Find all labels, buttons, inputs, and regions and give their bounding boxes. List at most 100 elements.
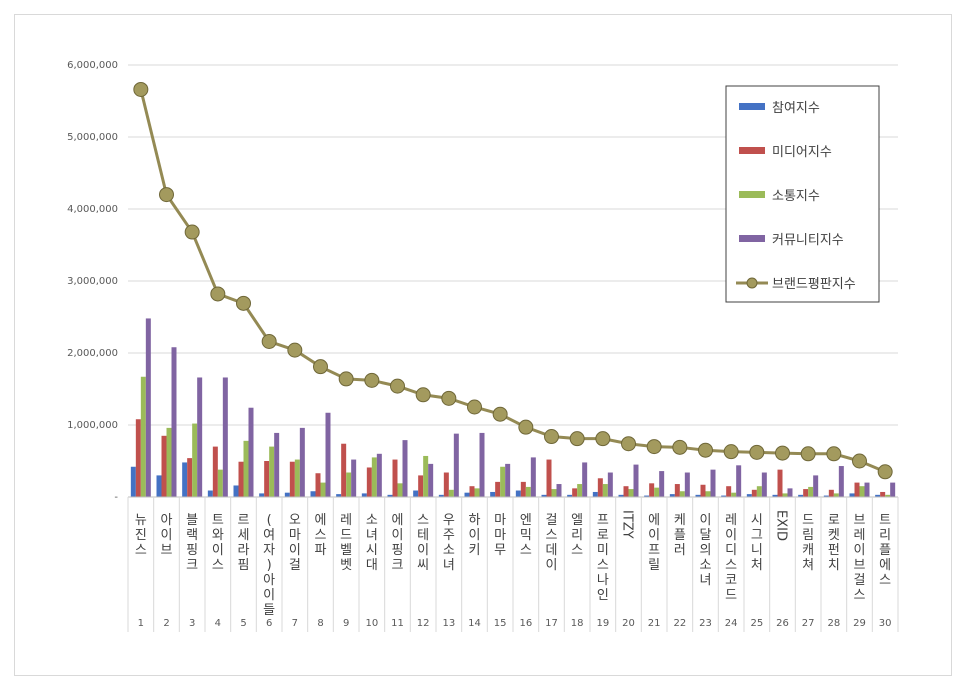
bar-커뮤니티지수 (428, 463, 434, 497)
bar-커뮤니티지수 (274, 432, 280, 497)
reputation-point (492, 406, 508, 422)
bar-미디어지수 (238, 461, 244, 497)
reputation-point (518, 419, 534, 435)
rank-label: 19 (596, 618, 609, 629)
rank-label: 17 (545, 618, 558, 629)
reputation-point (595, 431, 611, 447)
bar-미디어지수 (828, 489, 834, 497)
reputation-point (210, 286, 226, 302)
bar-미디어지수 (315, 473, 321, 497)
bar-커뮤니티지수 (299, 427, 305, 497)
rank-label: 21 (648, 618, 661, 629)
rank-label: 2 (163, 618, 169, 629)
bar-참여지수 (721, 495, 727, 497)
bar-소통지수 (551, 489, 557, 497)
bar-커뮤니티지수 (376, 453, 382, 497)
bar-참여지수 (182, 462, 188, 497)
legend-swatch (739, 103, 765, 110)
rank-label: 30 (879, 618, 892, 629)
bar-커뮤니티지수 (479, 432, 485, 497)
y-tick-label: 4,000,000 (67, 204, 118, 215)
bar-소통지수 (833, 493, 839, 497)
bar-미디어지수 (443, 472, 449, 497)
category-label: (여 자) 아 이 들 (263, 513, 275, 618)
bar-커뮤니티지수 (248, 407, 254, 497)
reputation-point (698, 442, 713, 458)
rank-label: 26 (776, 618, 789, 629)
bar-미디어지수 (674, 484, 680, 497)
bar-커뮤니티지수 (684, 472, 690, 497)
rank-label: 22 (673, 618, 686, 629)
bar-커뮤니티지수 (197, 377, 203, 497)
bar-소통지수 (525, 486, 531, 497)
bar-소통지수 (731, 492, 737, 497)
x-axis: 뉴 진 스 1 아 이 브 2 블 랙 핑 크 3 트 와 이 스 4 르 세 라 핌 5 (여 자) 아 이 들6 오 마 이 걸 7 에 스 파 8… (127, 496, 899, 632)
bar-미디어지수 (135, 419, 141, 497)
bar-미디어지수 (803, 489, 809, 497)
rank-label: 24 (725, 618, 738, 629)
rank-label: 16 (519, 618, 532, 629)
bar-커뮤니티지수 (890, 482, 896, 497)
bar-소통지수 (346, 472, 352, 497)
reputation-point (749, 444, 765, 460)
bar-소통지수 (628, 489, 634, 497)
reputation-point (569, 431, 585, 447)
reputation-point (723, 444, 739, 460)
legend-label: 소통지수 (772, 189, 820, 204)
bar-참여지수 (259, 493, 265, 497)
bar-미디어지수 (469, 486, 475, 497)
bar-미디어지수 (212, 446, 218, 497)
bar-소통지수 (320, 482, 326, 497)
bar-커뮤니티지수 (736, 465, 742, 497)
reputation-point (184, 224, 200, 240)
bar-참여지수 (310, 491, 316, 497)
y-tick-label: 3,000,000 (67, 276, 118, 287)
bar-참여지수 (669, 494, 675, 497)
bar-참여지수 (156, 475, 162, 497)
reputation-point (159, 187, 174, 203)
reputation-point (415, 387, 431, 403)
legend-swatch (739, 235, 765, 242)
bar-소통지수 (756, 486, 762, 497)
reputation-point (800, 446, 816, 462)
bar-참여지수 (592, 491, 598, 497)
bar-참여지수 (541, 494, 547, 497)
bar-참여지수 (413, 490, 419, 497)
rank-label: 20 (622, 618, 635, 629)
bar-커뮤니티지수 (505, 463, 511, 497)
bar-소통지수 (500, 466, 506, 497)
bar-미디어지수 (726, 486, 732, 497)
bar-미디어지수 (649, 483, 655, 497)
rank-label: 1 (138, 618, 144, 629)
reputation-point (826, 446, 842, 462)
bar-참여지수 (567, 494, 573, 497)
bar-참여지수 (849, 493, 855, 497)
bar-미디어지수 (777, 469, 783, 497)
bar-소통지수 (885, 494, 891, 497)
reputation-point (390, 378, 405, 394)
bar-커뮤니티지수 (325, 412, 331, 497)
reputation-point (133, 81, 149, 97)
reputation-point (646, 439, 662, 455)
bar-소통지수 (448, 489, 454, 497)
reputation-point (313, 359, 328, 375)
y-tick-label: 5,000,000 (67, 132, 118, 143)
reputation-point (852, 453, 867, 469)
bar-미디어지수 (700, 484, 706, 497)
bar-참여지수 (438, 494, 444, 497)
